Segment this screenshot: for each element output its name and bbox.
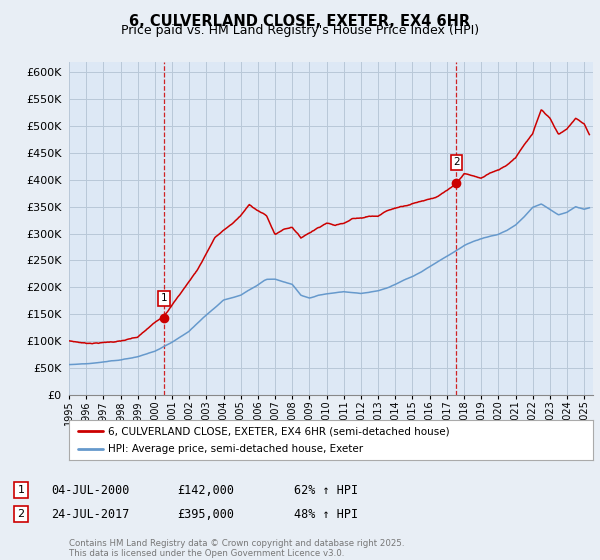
Text: 6, CULVERLAND CLOSE, EXETER, EX4 6HR: 6, CULVERLAND CLOSE, EXETER, EX4 6HR — [130, 14, 470, 29]
Text: Contains HM Land Registry data © Crown copyright and database right 2025.
This d: Contains HM Land Registry data © Crown c… — [69, 539, 404, 558]
Text: 04-JUL-2000: 04-JUL-2000 — [51, 483, 130, 497]
Text: £395,000: £395,000 — [177, 507, 234, 521]
Text: 2: 2 — [17, 509, 25, 519]
Text: 1: 1 — [17, 485, 25, 495]
Text: 2: 2 — [453, 157, 460, 167]
Text: £142,000: £142,000 — [177, 483, 234, 497]
Text: 62% ↑ HPI: 62% ↑ HPI — [294, 483, 358, 497]
Text: 6, CULVERLAND CLOSE, EXETER, EX4 6HR (semi-detached house): 6, CULVERLAND CLOSE, EXETER, EX4 6HR (se… — [108, 426, 450, 436]
Text: HPI: Average price, semi-detached house, Exeter: HPI: Average price, semi-detached house,… — [108, 444, 364, 454]
Text: 1: 1 — [160, 293, 167, 304]
Text: 24-JUL-2017: 24-JUL-2017 — [51, 507, 130, 521]
Text: 48% ↑ HPI: 48% ↑ HPI — [294, 507, 358, 521]
Text: Price paid vs. HM Land Registry's House Price Index (HPI): Price paid vs. HM Land Registry's House … — [121, 24, 479, 36]
